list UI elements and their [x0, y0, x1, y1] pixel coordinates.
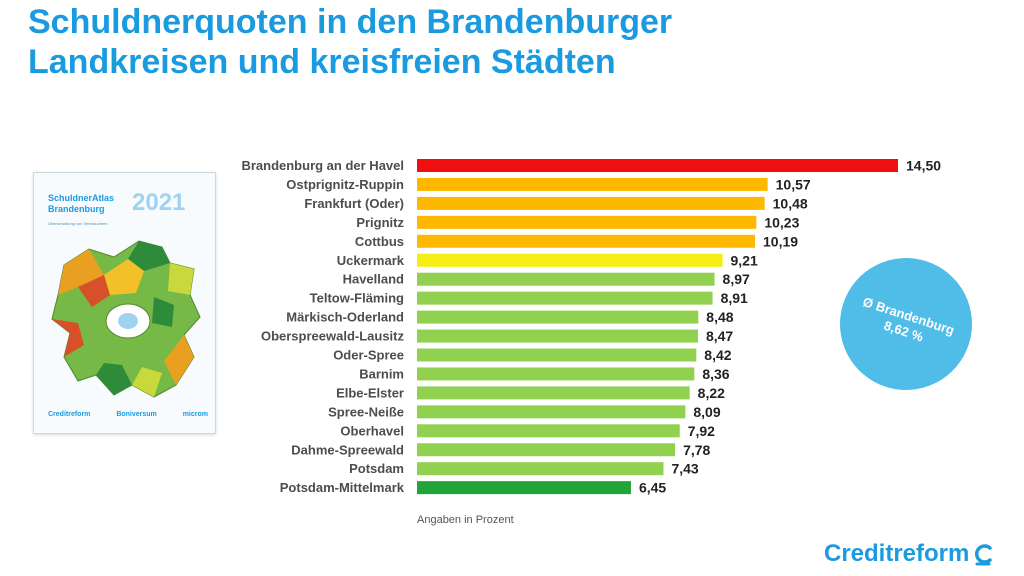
bar — [417, 272, 715, 286]
value-label: 10,19 — [763, 233, 798, 249]
cover-title-line-2: Brandenburg — [48, 204, 105, 214]
bar — [417, 386, 690, 400]
axis-note: Angaben in Prozent — [417, 514, 514, 526]
value-label: 8,97 — [723, 271, 750, 287]
bar — [417, 196, 765, 210]
cover-logos: Creditreform Boniversum microm — [48, 411, 208, 418]
bar — [417, 177, 768, 191]
value-label: 7,43 — [671, 461, 698, 477]
bar — [417, 348, 697, 362]
value-label: 10,48 — [773, 195, 808, 211]
value-label: 8,22 — [698, 385, 725, 401]
schuldneratlas-cover: SchuldnerAtlas Brandenburg 2021 Überschu… — [33, 172, 216, 434]
category-label: Märkisch-Oderland — [286, 310, 404, 325]
creditreform-c-icon — [975, 544, 993, 566]
category-label: Uckermark — [337, 253, 405, 268]
cover-title-line-1: SchuldnerAtlas — [48, 193, 115, 203]
page-title: Schuldnerquoten in den Brandenburger Lan… — [28, 2, 928, 82]
value-label: 7,78 — [683, 442, 710, 458]
bar — [417, 443, 676, 457]
bar — [417, 329, 698, 343]
bar — [417, 291, 713, 305]
bar — [417, 310, 699, 324]
value-label: 10,23 — [764, 214, 799, 230]
category-label: Teltow-Fläming — [310, 291, 404, 306]
brand-name: Creditreform — [824, 540, 970, 567]
bar — [417, 234, 756, 248]
category-label: Frankfurt (Oder) — [304, 196, 404, 211]
value-label: 8,47 — [706, 328, 733, 344]
brandenburg-map-image — [51, 240, 201, 398]
category-label: Prignitz — [356, 215, 404, 230]
category-label: Spree-Neiße — [328, 404, 404, 419]
value-label: 8,42 — [704, 347, 731, 363]
bar — [417, 405, 686, 419]
category-label: Havelland — [343, 272, 404, 287]
cover-subtitle: Überschuldung von Verbrauchern — [48, 221, 108, 226]
bar — [417, 215, 757, 229]
value-label: 8,36 — [702, 366, 729, 382]
title-line-2: Landkreisen und kreisfreien Städten — [28, 43, 616, 81]
bar — [417, 481, 631, 495]
bar — [417, 367, 695, 381]
value-label: 8,09 — [693, 404, 720, 420]
category-label: Elbe-Elster — [336, 385, 404, 400]
category-label: Oder-Spree — [333, 348, 404, 363]
bar — [417, 253, 723, 267]
value-label: 8,91 — [721, 290, 748, 306]
bar — [417, 462, 664, 476]
category-label: Potsdam — [349, 461, 404, 476]
bar — [417, 424, 680, 438]
value-label: 9,21 — [731, 252, 758, 268]
value-label: 7,92 — [688, 423, 715, 439]
title-line-1: Schuldnerquoten in den Brandenburger — [28, 3, 673, 41]
creditreform-logo: Creditreform — [824, 540, 993, 568]
cover-logo-creditreform: Creditreform — [48, 411, 91, 418]
value-label: 10,57 — [776, 176, 811, 192]
category-label: Ostprignitz-Ruppin — [286, 177, 404, 192]
cover-title: SchuldnerAtlas Brandenburg — [48, 193, 114, 215]
cover-year: 2021 — [132, 189, 186, 216]
category-label: Oberhavel — [340, 423, 404, 438]
value-label: 8,48 — [706, 309, 733, 325]
cover-logo-microm: microm — [182, 411, 208, 418]
value-label: 6,45 — [639, 480, 666, 496]
category-label: Cottbus — [355, 234, 404, 249]
category-label: Potsdam-Mittelmark — [280, 480, 405, 495]
category-label: Oberspreewald-Lausitz — [261, 329, 405, 344]
category-label: Brandenburg an der Havel — [241, 158, 404, 173]
bar — [417, 159, 898, 172]
value-label: 14,50 — [906, 158, 941, 174]
cover-logo-boniversum: Boniversum — [116, 411, 157, 418]
category-label: Dahme-Spreewald — [291, 442, 404, 457]
category-label: Barnim — [359, 366, 404, 381]
